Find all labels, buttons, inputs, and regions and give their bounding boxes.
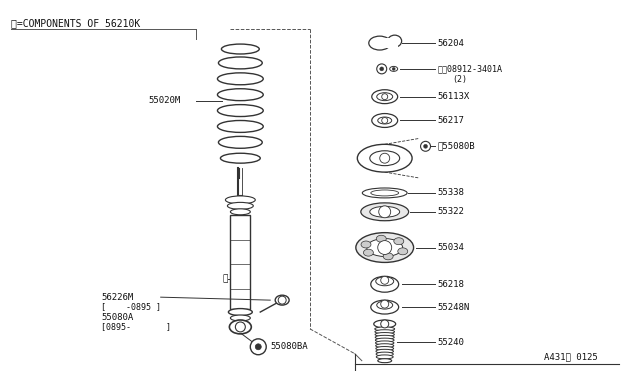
Ellipse shape <box>371 190 399 196</box>
Text: [    -0895 ]: [ -0895 ] <box>101 302 161 312</box>
Ellipse shape <box>390 66 397 71</box>
Ellipse shape <box>375 333 394 337</box>
Ellipse shape <box>369 36 390 50</box>
Text: ※=COMPONENTS OF 56210K: ※=COMPONENTS OF 56210K <box>12 18 141 28</box>
Ellipse shape <box>230 315 250 321</box>
Ellipse shape <box>218 121 263 132</box>
Text: ※: ※ <box>223 275 228 284</box>
Ellipse shape <box>370 151 399 166</box>
Text: ※ⓝ08912-3401A: ※ⓝ08912-3401A <box>438 64 502 73</box>
Ellipse shape <box>378 359 392 363</box>
Ellipse shape <box>361 203 408 221</box>
Ellipse shape <box>218 89 263 101</box>
Text: A431※ 0125: A431※ 0125 <box>544 352 598 361</box>
Ellipse shape <box>220 153 260 163</box>
Ellipse shape <box>388 35 402 47</box>
Circle shape <box>379 206 390 218</box>
Circle shape <box>236 322 245 332</box>
Text: (2): (2) <box>452 75 467 84</box>
Ellipse shape <box>394 238 404 245</box>
Ellipse shape <box>367 238 403 256</box>
Ellipse shape <box>376 355 393 359</box>
Circle shape <box>380 153 390 163</box>
Text: 56113X: 56113X <box>438 92 470 101</box>
Ellipse shape <box>275 295 289 305</box>
Text: 55338: 55338 <box>438 189 465 198</box>
Ellipse shape <box>228 309 252 315</box>
Ellipse shape <box>376 277 394 286</box>
Text: 55248N: 55248N <box>438 302 470 312</box>
Ellipse shape <box>230 209 250 215</box>
Text: ※55080B: ※55080B <box>438 142 475 151</box>
Ellipse shape <box>376 235 386 242</box>
Ellipse shape <box>376 349 394 353</box>
Ellipse shape <box>374 320 396 328</box>
Ellipse shape <box>375 338 394 342</box>
Ellipse shape <box>221 44 259 54</box>
Text: 55322: 55322 <box>438 207 465 216</box>
Ellipse shape <box>361 241 371 248</box>
Ellipse shape <box>398 248 408 255</box>
Ellipse shape <box>225 196 255 204</box>
Circle shape <box>424 144 428 148</box>
Text: 56218: 56218 <box>438 280 465 289</box>
Circle shape <box>381 276 388 284</box>
Ellipse shape <box>376 341 394 345</box>
Circle shape <box>381 118 388 124</box>
Circle shape <box>378 241 392 254</box>
Ellipse shape <box>377 301 393 309</box>
Ellipse shape <box>376 344 394 348</box>
Text: 55020M: 55020M <box>148 96 181 105</box>
Ellipse shape <box>356 232 413 262</box>
Bar <box>230 215 250 309</box>
Circle shape <box>380 67 384 71</box>
Ellipse shape <box>370 206 399 217</box>
Ellipse shape <box>376 347 394 350</box>
Text: 55080A: 55080A <box>101 312 133 321</box>
Text: 55034: 55034 <box>438 243 465 252</box>
Text: 56204: 56204 <box>438 39 465 48</box>
Text: 55080BA: 55080BA <box>270 342 308 351</box>
Ellipse shape <box>362 188 407 198</box>
Circle shape <box>381 94 388 100</box>
Ellipse shape <box>218 105 263 116</box>
Ellipse shape <box>227 202 253 209</box>
Ellipse shape <box>218 137 262 148</box>
Ellipse shape <box>371 300 399 314</box>
Text: [0895-       ]: [0895- ] <box>101 323 171 331</box>
Text: 56226M: 56226M <box>101 293 133 302</box>
Ellipse shape <box>375 335 394 339</box>
Ellipse shape <box>376 352 394 356</box>
Ellipse shape <box>375 327 395 331</box>
Ellipse shape <box>229 320 252 334</box>
Circle shape <box>381 300 388 308</box>
Ellipse shape <box>383 253 393 260</box>
Circle shape <box>420 141 431 151</box>
Circle shape <box>381 320 388 328</box>
Circle shape <box>255 344 261 350</box>
Ellipse shape <box>218 73 263 85</box>
Ellipse shape <box>372 90 397 104</box>
Ellipse shape <box>375 330 394 334</box>
Ellipse shape <box>218 57 262 69</box>
Circle shape <box>392 67 395 70</box>
Text: 56217: 56217 <box>438 116 465 125</box>
Ellipse shape <box>377 93 393 101</box>
Ellipse shape <box>378 117 392 124</box>
Ellipse shape <box>372 113 397 128</box>
Ellipse shape <box>364 249 373 256</box>
Ellipse shape <box>357 144 412 172</box>
Circle shape <box>250 339 266 355</box>
Text: 55240: 55240 <box>438 338 465 347</box>
Ellipse shape <box>371 276 399 292</box>
Circle shape <box>377 64 387 74</box>
Bar <box>378 38 397 48</box>
Circle shape <box>278 296 286 304</box>
